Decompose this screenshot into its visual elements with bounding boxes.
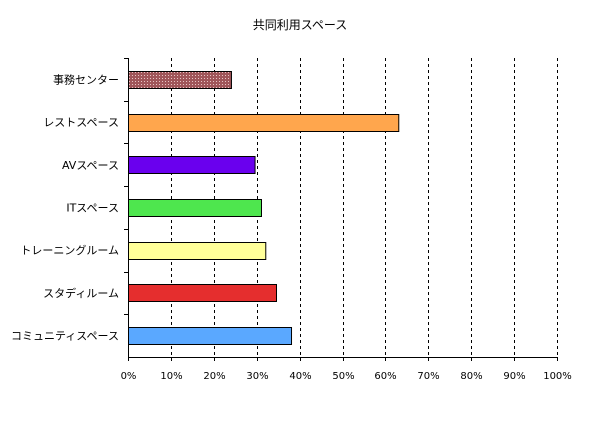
category-label: AVスペース	[62, 159, 119, 172]
bar	[128, 284, 278, 302]
bar	[128, 242, 267, 260]
bar	[128, 327, 293, 345]
bars	[128, 71, 400, 345]
category-label: 事務センター	[53, 72, 119, 86]
x-tick-label: 60%	[374, 371, 396, 382]
x-tick-label: 0%	[121, 371, 137, 382]
x-tick-label: 70%	[417, 371, 439, 382]
x-tick-label: 20%	[203, 371, 225, 382]
bar	[128, 156, 256, 174]
category-label: コミュニティスペース	[11, 330, 119, 343]
category-label: トレーニングルーム	[20, 243, 119, 257]
x-tick-label: 40%	[289, 371, 311, 382]
category-label: ITスペース	[66, 202, 119, 215]
axes	[124, 58, 558, 361]
category-label: スタディルーム	[43, 286, 119, 300]
x-tick-label: 80%	[460, 371, 482, 382]
bar	[128, 114, 400, 132]
x-tick-label: 50%	[332, 371, 354, 382]
gridlines	[171, 58, 558, 357]
x-tick-label: 90%	[503, 371, 525, 382]
bar	[128, 199, 262, 217]
x-tick-labels: 0% 10% 20% 30% 40% 50% 60% 70% 80% 90% 100%	[121, 371, 572, 382]
x-tick-label: 100%	[543, 371, 572, 382]
category-label: レストスペース	[43, 116, 119, 129]
x-tick-label: 10%	[160, 371, 182, 382]
bar	[128, 71, 232, 89]
chart-title: 共同利用スペース	[253, 18, 348, 32]
x-tick-label: 30%	[246, 371, 268, 382]
